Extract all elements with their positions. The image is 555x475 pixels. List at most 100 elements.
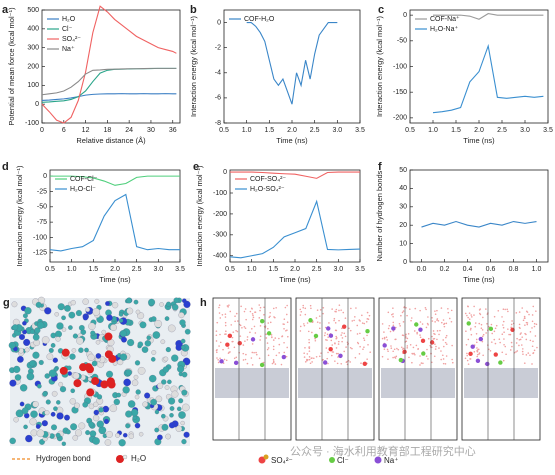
water-dot xyxy=(255,353,258,356)
water-dot xyxy=(383,348,386,350)
x-tick-label: 3.5 xyxy=(355,266,365,273)
atom xyxy=(134,360,141,366)
water-dot xyxy=(440,350,442,352)
water-dot xyxy=(318,327,321,330)
y-tick-label: 0 xyxy=(35,101,39,108)
atom xyxy=(88,421,95,428)
atom xyxy=(9,437,16,445)
water-dot xyxy=(251,364,254,366)
atom xyxy=(52,357,58,363)
y-tick-label: 30 xyxy=(399,204,407,211)
water-dot xyxy=(225,359,228,362)
water-dot xyxy=(501,333,504,335)
series-line xyxy=(229,199,361,259)
water-dot xyxy=(272,361,275,364)
legend-text: SO₄²⁻ xyxy=(62,36,81,43)
series-line xyxy=(49,193,180,252)
water-dot xyxy=(303,324,306,327)
water xyxy=(104,350,113,359)
atom xyxy=(87,353,95,361)
atom xyxy=(150,398,157,406)
water-dot xyxy=(263,313,265,316)
water-dot xyxy=(361,314,363,317)
x-tick-label: 0.5 xyxy=(225,266,235,273)
water-dot xyxy=(308,346,310,348)
water-dot xyxy=(316,321,319,323)
water-dot xyxy=(443,323,445,326)
atom xyxy=(91,360,98,367)
water-dot xyxy=(253,351,255,354)
water-dot xyxy=(478,309,481,311)
plot-frame xyxy=(223,9,361,124)
water-dot xyxy=(402,347,405,350)
water-dot xyxy=(286,321,289,324)
atom xyxy=(151,357,156,362)
y-tick-label: -75 xyxy=(37,219,47,226)
water-dot xyxy=(494,342,497,345)
cof-layer xyxy=(464,368,538,398)
ion xyxy=(237,340,242,346)
atom xyxy=(41,420,48,427)
water-dot xyxy=(516,337,518,340)
atom xyxy=(167,324,176,333)
ion xyxy=(498,360,503,365)
water-dot xyxy=(429,344,431,347)
water-dot xyxy=(356,333,359,335)
atom xyxy=(93,409,100,416)
ion xyxy=(219,359,224,364)
water-dot xyxy=(437,320,440,322)
water-dot xyxy=(243,310,246,313)
water-dot xyxy=(387,327,390,330)
x-tick-label: 1.5 xyxy=(268,266,278,273)
water-dot xyxy=(438,347,440,349)
water-dot xyxy=(415,344,418,347)
water-dot xyxy=(242,359,245,361)
water-dot xyxy=(386,348,389,351)
water-dot xyxy=(331,344,334,346)
ion xyxy=(266,331,272,336)
y-tick-label: 40 xyxy=(399,185,407,192)
water-dot xyxy=(340,362,343,365)
water-dot xyxy=(482,333,485,336)
water-dot xyxy=(464,357,467,360)
ion xyxy=(418,327,423,332)
water-dot xyxy=(253,325,256,328)
water xyxy=(106,377,115,386)
water-dot xyxy=(381,323,384,325)
y-tick-label: -100 xyxy=(393,63,407,70)
y-tick-label: -400 xyxy=(213,253,227,260)
water-dot xyxy=(447,308,449,310)
ion xyxy=(326,326,331,331)
atom xyxy=(181,439,187,445)
ion xyxy=(225,342,230,347)
y-axis-label: Number of hydrogen bonds xyxy=(375,170,384,261)
water-dot xyxy=(330,339,333,342)
atom xyxy=(154,409,160,415)
water-dot xyxy=(224,316,227,318)
water-dot xyxy=(397,348,400,351)
y-tick-label: 0 xyxy=(217,19,221,26)
legend-text: COF-SO₄²⁻ xyxy=(250,176,286,183)
water-dot xyxy=(431,320,434,322)
cof-layer xyxy=(298,368,372,398)
x-axis-label: Time (ns) xyxy=(463,275,495,284)
water-dot xyxy=(326,339,328,341)
water-dot xyxy=(424,306,427,309)
water-dot xyxy=(361,322,364,324)
water-dot xyxy=(501,351,504,354)
water-dot xyxy=(532,340,534,343)
water-dot xyxy=(270,334,273,336)
water-dot xyxy=(521,348,524,350)
series-line xyxy=(230,171,360,179)
atom xyxy=(13,365,21,373)
water-dot xyxy=(469,358,472,360)
water-dot xyxy=(387,311,390,314)
y-tick-label: -2 xyxy=(215,45,221,52)
water-dot xyxy=(219,341,222,344)
ion xyxy=(281,354,287,360)
water-dot xyxy=(335,352,338,355)
water-dot xyxy=(410,319,412,322)
x-tick-label: 0.6 xyxy=(486,266,496,273)
atom xyxy=(95,353,102,359)
series-line xyxy=(246,22,338,105)
